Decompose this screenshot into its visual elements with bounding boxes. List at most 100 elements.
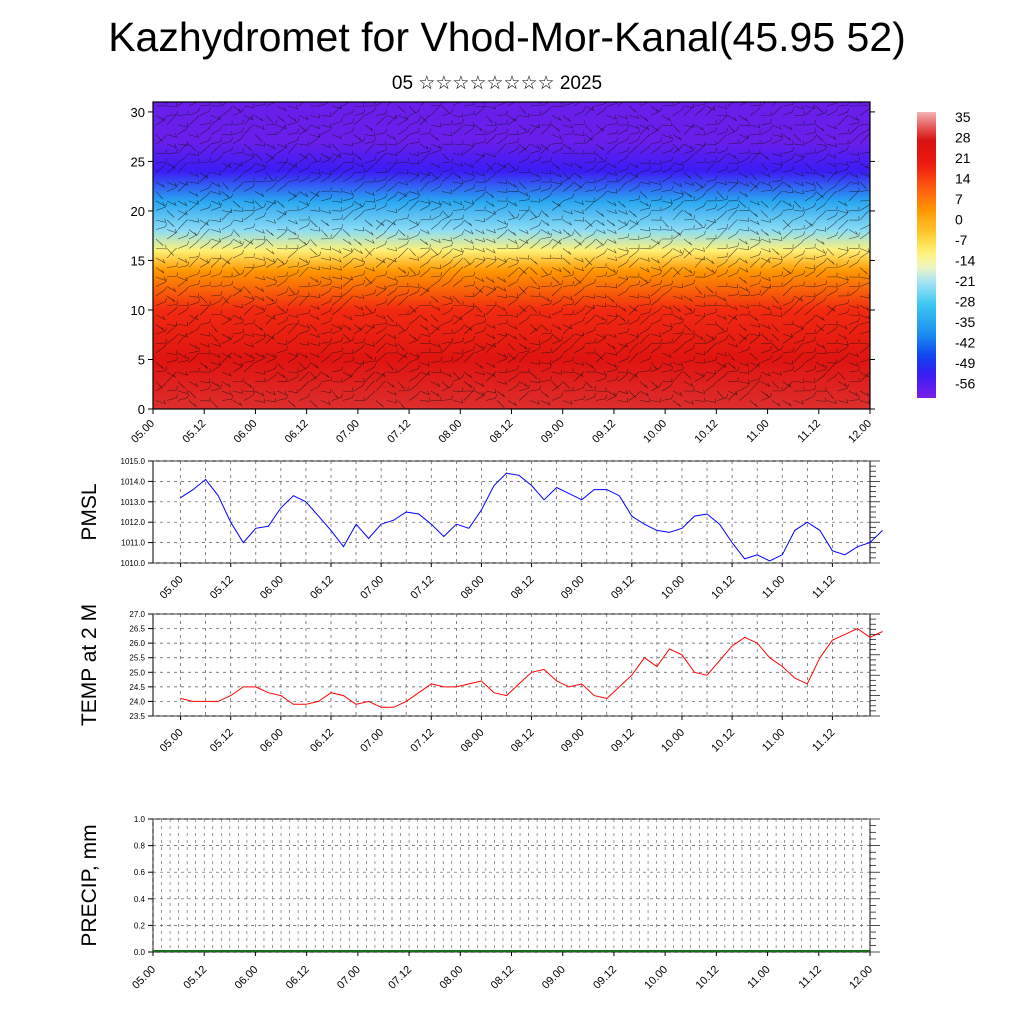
wind-barb [562,257,571,265]
wind-barb [287,175,299,183]
wind-barb [155,399,166,405]
wind-barb [529,324,541,335]
wind-barb [166,181,177,187]
wind-barb [507,145,520,154]
wind-barb [815,372,827,382]
colorbar-label: 0 [955,212,963,228]
wind-barb [474,391,486,401]
x-tick-label: 06.00 [258,727,286,755]
wind-barb [848,206,860,212]
wind-barb [496,293,508,299]
wind-barb [254,256,266,261]
wind-barb [177,210,189,221]
wind-barb [342,276,354,281]
wind-barb [628,248,640,259]
wind-barb [650,185,662,192]
wind-barb [331,105,342,116]
wind-barb [408,105,417,114]
wind-barb [298,341,310,346]
x-tick-label: 06.12 [308,727,336,755]
wind-barb [804,135,817,145]
wind-barb [540,233,552,240]
wind-barb [606,188,618,194]
wind-barb [771,381,780,389]
wind-barb [661,377,673,383]
wind-barb [650,195,662,202]
wind-barb [430,122,442,128]
wind-barb [441,109,453,116]
wind-barb [254,286,265,293]
wind-barb [254,202,267,211]
wind-barb [848,250,861,259]
y-tick-label: 25.0 [129,668,145,677]
wind-barb [859,222,870,230]
wind-barb [276,305,285,313]
wind-barb [584,266,595,278]
wind-barb [562,219,572,226]
wind-barb [727,139,739,145]
wind-barb [727,314,738,321]
wind-barb [155,381,164,390]
wind-barb [221,335,234,344]
wind-barb [441,277,453,287]
wind-barb [507,267,519,278]
wind-barb [463,238,474,245]
wind-barb [485,134,497,145]
wind-barb [617,114,628,120]
wind-barb [155,278,168,287]
wind-barb [507,137,519,145]
wind-barb [353,311,365,317]
wind-barb [771,400,781,407]
wind-barb [518,266,529,278]
wind-barb [276,377,288,382]
wind-barb [298,115,309,121]
wind-barb [815,397,827,402]
wind-barb [595,143,605,151]
wind-barb [309,324,318,332]
wind-barb [331,153,342,159]
wind-barb [463,219,473,227]
wind-barb [650,238,660,245]
x-tick-label: 06.12 [284,964,312,992]
wind-barb [419,267,431,278]
wind-barb [210,154,222,164]
wind-barb [507,130,519,135]
wind-barb [672,314,683,321]
wind-barb [573,120,585,126]
wind-barb [232,377,244,382]
wind-barb [672,193,684,202]
wind-barb [177,261,189,268]
wind-barb [837,278,849,287]
wind-barb [606,303,618,308]
wind-barb [485,304,496,316]
wind-barb [518,390,530,401]
wind-barb [177,110,189,116]
wind-barb [375,400,384,408]
wind-barb [727,124,736,133]
wind-barb [683,124,695,135]
wind-barb [166,163,178,173]
wind-barb [243,115,254,121]
wind-barb [529,292,541,297]
wind-barb [199,300,211,306]
wind-barb [298,125,310,135]
y-tick-label: 24.5 [129,683,145,692]
wind-barb [408,283,420,288]
wind-barb [628,316,640,325]
wind-barb [254,352,265,359]
wind-barb [364,107,377,116]
wind-barb [540,254,552,259]
wind-barb [232,162,243,173]
wind-barb [210,143,222,154]
wind-barb [507,187,519,193]
wind-barb [804,148,816,154]
wind-barb [826,372,838,382]
wind-barb [815,314,825,321]
wind-barb [661,226,673,231]
wind-barb [309,280,321,287]
wind-barb [793,141,805,146]
wind-barb [419,286,431,297]
wind-barb [474,172,485,177]
wind-barb [672,343,684,354]
